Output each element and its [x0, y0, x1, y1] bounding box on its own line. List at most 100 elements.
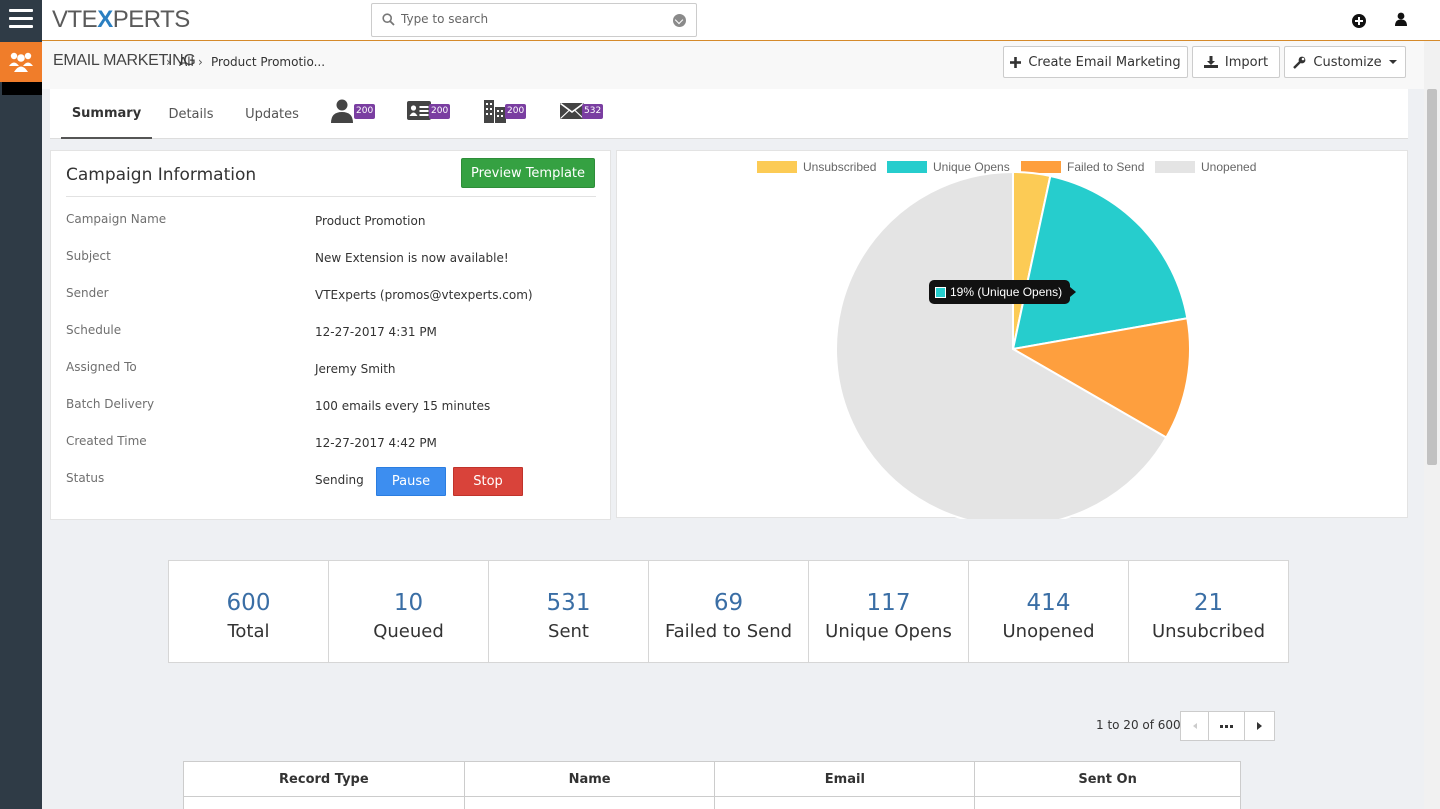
field-label: Created Time	[66, 434, 147, 448]
tooltip-swatch	[935, 286, 946, 298]
stat-value: 531	[546, 590, 591, 616]
email-stats-chart-panel: Unsubscribed Unique Opens Failed to Send…	[616, 150, 1408, 519]
related-count-badge: 200	[354, 104, 376, 119]
page-scrollbar[interactable]	[1424, 41, 1440, 809]
related-organizations-tab[interactable]: 200	[483, 99, 527, 123]
stat-value: 69	[713, 590, 744, 616]
related-count-badge: 532	[582, 104, 604, 119]
stat-label: Unique Opens	[825, 621, 952, 642]
field-value: 100 emails every 15 minutes	[315, 399, 491, 413]
column-header-record-type[interactable]: Record Type	[183, 761, 465, 797]
next-page-button[interactable]	[1244, 711, 1275, 741]
tab-updates[interactable]: Updates	[245, 106, 299, 122]
email-marketing-module-icon[interactable]	[0, 42, 42, 82]
column-header-name[interactable]: Name	[463, 761, 716, 797]
import-button[interactable]: Import	[1192, 46, 1280, 78]
page-jump-button[interactable]	[1208, 711, 1245, 741]
breadcrumb-bar: EMAIL MARKETING › All › Product Promotio…	[42, 41, 1424, 89]
legend-swatch	[1021, 161, 1061, 173]
field-label: Assigned To	[66, 360, 137, 374]
stat-unique-opens: 117 Unique Opens	[809, 561, 969, 662]
global-search	[371, 3, 697, 37]
title-divider	[66, 196, 596, 197]
related-emails-tab[interactable]: 532	[560, 99, 604, 123]
wrench-icon	[1293, 56, 1306, 69]
users-group-icon	[9, 52, 33, 72]
caret-down-icon	[1388, 60, 1397, 64]
pie-slice-unique-opens[interactable]	[1011, 174, 1189, 351]
breadcrumb-all[interactable]: All	[179, 55, 194, 69]
chart-tooltip: 19% (Unique Opens)	[929, 280, 1077, 304]
status-value: Sending	[315, 473, 364, 487]
create-email-marketing-label: Create Email Marketing	[1028, 54, 1181, 70]
stat-unsubscribed: 21 Unsubcribed	[1129, 561, 1288, 662]
import-label: Import	[1224, 54, 1269, 70]
legend-item-failed-to-send[interactable]: Failed to Send	[1021, 160, 1144, 174]
panel-title: Campaign Information	[66, 165, 257, 185]
customize-label: Customize	[1313, 54, 1382, 70]
stat-label: Unopened	[1002, 621, 1095, 642]
breadcrumb-record: Product Promotio...	[211, 55, 326, 69]
email-records-table: Record Type Name Email Sent On	[183, 761, 1241, 809]
legend-swatch	[757, 161, 797, 173]
plus-icon	[1010, 56, 1022, 68]
field-label: Schedule	[66, 323, 122, 337]
menu-icon[interactable]	[9, 9, 33, 29]
search-input[interactable]	[401, 12, 671, 26]
stat-value: 414	[1026, 590, 1071, 616]
stat-label: Sent	[548, 621, 589, 642]
field-value: New Extension is now available!	[315, 251, 509, 265]
field-label: Status	[66, 471, 105, 485]
email-stats-summary: 600 Total 10 Queued 531 Sent 69 Failed to Se…	[168, 560, 1289, 663]
download-icon	[1203, 56, 1218, 68]
stat-sent: 531 Sent	[489, 561, 649, 662]
search-icon	[382, 13, 395, 26]
top-bar: VTEXPERTS	[42, 0, 1440, 41]
search-options-chevron-icon[interactable]	[673, 14, 686, 27]
legend-item-unique-opens[interactable]: Unique Opens	[887, 160, 1010, 174]
stat-unopened: 414 Unopened	[969, 561, 1129, 662]
breadcrumb-separator-icon: ›	[198, 55, 203, 69]
field-value: 12-27-2017 4:31 PM	[315, 325, 437, 339]
field-value: Product Promotion	[315, 214, 426, 228]
legend-label: Unique Opens	[933, 160, 1010, 174]
stat-value: 21	[1193, 590, 1224, 616]
pie-slice-failed-to-send[interactable]	[1010, 317, 1191, 439]
organization-icon	[484, 100, 506, 123]
legend-item-unopened[interactable]: Unopened	[1155, 160, 1256, 174]
brand-logo[interactable]: VTEXPERTS	[52, 6, 190, 33]
legend-swatch	[1155, 161, 1195, 173]
field-label: Sender	[66, 286, 109, 300]
campaign-information-panel: Campaign Information Preview Template Ca…	[50, 150, 611, 520]
table-row[interactable]	[183, 796, 1241, 809]
column-header-email[interactable]: Email	[714, 761, 976, 797]
stat-value: 117	[866, 590, 911, 616]
pause-button[interactable]: Pause	[376, 467, 446, 496]
preview-template-button[interactable]: Preview Template	[461, 158, 595, 188]
legend-label: Unsubscribed	[803, 160, 877, 174]
quick-create-plus-icon[interactable]	[1352, 14, 1366, 28]
stat-total: 600 Total	[169, 561, 329, 662]
stat-queued: 10 Queued	[329, 561, 489, 662]
create-email-marketing-button[interactable]: Create Email Marketing	[1003, 46, 1188, 78]
lead-card-icon	[407, 101, 431, 120]
stop-button[interactable]: Stop	[453, 467, 523, 496]
breadcrumb-module[interactable]: EMAIL MARKETING	[53, 52, 196, 69]
related-leads-tab[interactable]: 200	[407, 99, 451, 123]
legend-label: Unopened	[1201, 160, 1257, 174]
related-contacts-tab[interactable]: 200	[330, 99, 376, 123]
scrollbar-thumb[interactable]	[1427, 89, 1437, 465]
tab-summary[interactable]: Summary	[61, 89, 152, 139]
customize-button[interactable]: Customize	[1284, 46, 1406, 78]
breadcrumb-separator-icon: ›	[166, 55, 171, 69]
user-profile-icon[interactable]	[1395, 12, 1407, 26]
previous-page-button[interactable]	[1180, 711, 1209, 741]
field-label: Batch Delivery	[66, 397, 155, 411]
legend-item-unsubscribed[interactable]: Unsubscribed	[757, 160, 876, 174]
tab-details[interactable]: Details	[168, 106, 214, 122]
stat-label: Queued	[373, 621, 444, 642]
email-envelope-icon	[560, 102, 584, 119]
pie-slice-unopened[interactable]	[835, 170, 1168, 519]
column-header-sent-on[interactable]: Sent On	[974, 761, 1241, 797]
field-label: Subject	[66, 249, 111, 263]
